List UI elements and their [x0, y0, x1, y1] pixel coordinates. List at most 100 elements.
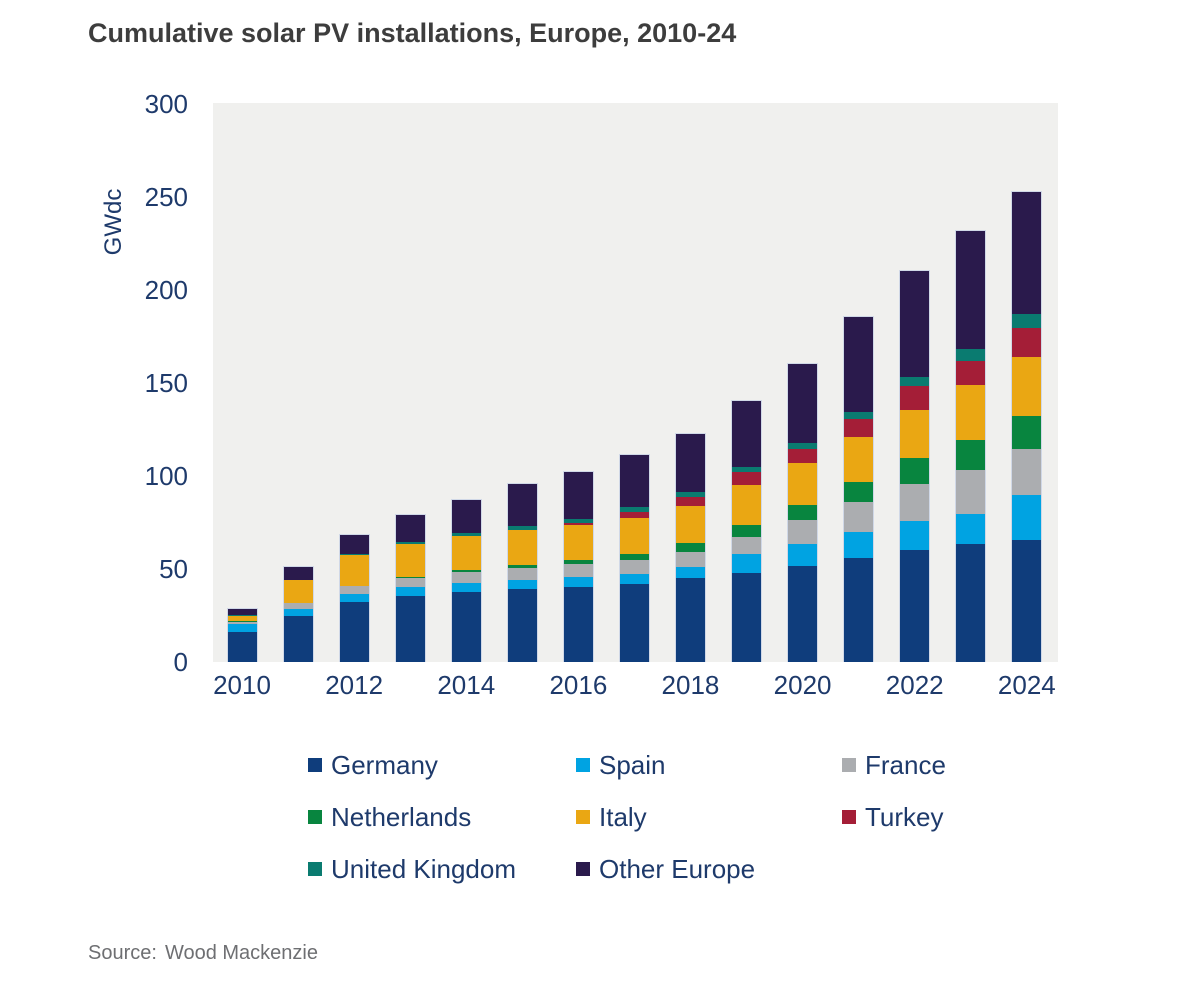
legend-label: Turkey	[865, 801, 944, 832]
legend-label: France	[865, 749, 946, 780]
bar-segment-other-europe	[451, 500, 481, 533]
bar-segment-france	[1012, 448, 1042, 495]
bar-segment-other-europe	[227, 609, 257, 616]
bar-segment-netherlands	[619, 554, 649, 560]
bar-segment-spain	[563, 577, 593, 587]
legend-item-turkey: Turkey	[842, 802, 944, 832]
bar-segment-italy	[563, 524, 593, 561]
y-tick-label: 250	[144, 182, 188, 212]
legend-swatch-netherlands	[308, 810, 322, 824]
bar-segment-spain	[395, 586, 425, 596]
bar-segment-netherlands	[563, 560, 593, 565]
x-tick-label: 2024	[997, 670, 1056, 700]
bar-segment-germany	[227, 631, 257, 662]
bar-segment-turkey	[732, 472, 762, 486]
bar-segment-turkey	[900, 386, 930, 410]
bar-segment-spain	[339, 593, 369, 603]
bar-segment-spain	[227, 624, 257, 632]
bar-2013	[394, 513, 426, 662]
bar-segment-france	[732, 536, 762, 555]
bar-segment-other-europe	[283, 567, 313, 580]
bar-segment-other-europe	[563, 471, 593, 519]
bar-segment-turkey	[507, 529, 537, 531]
x-tick-label: 2016	[549, 670, 608, 700]
bar-2024	[1011, 191, 1043, 662]
bar-segment-france	[900, 484, 930, 521]
bar-segment-united-kingdom	[956, 348, 986, 361]
bar-segment-italy	[507, 530, 537, 566]
bar-segment-other-europe	[395, 514, 425, 542]
bar-segment-netherlands	[844, 481, 874, 502]
bar-segment-other-europe	[732, 400, 762, 468]
bar-segment-turkey	[563, 522, 593, 525]
y-tick-label: 300	[144, 89, 188, 119]
bar-segment-france	[844, 501, 874, 532]
legend-label: Italy	[599, 801, 647, 832]
bar-segment-turkey	[1012, 327, 1042, 357]
bar-segment-netherlands	[900, 458, 930, 485]
bar-segment-turkey	[619, 511, 649, 518]
bar-2018	[674, 433, 706, 662]
bar-segment-germany	[675, 578, 705, 662]
bar-segment-spain	[956, 513, 986, 545]
legend-item-other-europe: Other Europe	[576, 854, 755, 884]
bar-segment-germany	[395, 595, 425, 662]
bar-segment-germany	[844, 558, 874, 662]
bar-segment-italy	[395, 544, 425, 577]
legend-swatch-italy	[576, 810, 590, 824]
x-tick-label: 2014	[437, 670, 496, 700]
x-tick-label: 2020	[773, 670, 832, 700]
bar-segment-netherlands	[1012, 416, 1042, 449]
bar-segment-other-europe	[339, 534, 369, 554]
bar-segment-spain	[1012, 494, 1042, 540]
bar-segment-spain	[675, 567, 705, 579]
bar-segment-united-kingdom	[732, 467, 762, 473]
bar-segment-netherlands	[732, 524, 762, 537]
x-tick-label: 2018	[661, 670, 720, 700]
bar-segment-netherlands	[788, 505, 818, 520]
bar-segment-germany	[732, 573, 762, 662]
bar-segment-turkey	[788, 448, 818, 464]
bar-segment-united-kingdom	[507, 526, 537, 530]
bar-segment-germany	[339, 602, 369, 662]
bar-2011	[282, 566, 314, 662]
bar-segment-france	[956, 469, 986, 514]
bar-segment-italy	[283, 580, 313, 604]
bar-segment-italy	[675, 506, 705, 544]
bar-segment-netherlands	[956, 439, 986, 470]
bar-segment-netherlands	[339, 585, 369, 587]
bar-segment-turkey	[451, 535, 481, 537]
bar-segment-united-kingdom	[619, 507, 649, 512]
bar-segment-united-kingdom	[788, 443, 818, 449]
bar-segment-other-europe	[788, 363, 818, 444]
bar-segment-france	[395, 578, 425, 587]
bar-segment-united-kingdom	[339, 553, 369, 556]
bar-segment-italy	[788, 463, 818, 506]
bar-segment-turkey	[956, 360, 986, 385]
legend-swatch-germany	[308, 758, 322, 772]
bar-segment-netherlands	[675, 543, 705, 552]
legend-swatch-united-kingdom	[308, 862, 322, 876]
bar-segment-italy	[732, 485, 762, 525]
legend-swatch-other-europe	[576, 862, 590, 876]
bar-segment-france	[788, 519, 818, 545]
bar-segment-france	[227, 621, 257, 624]
bar-2023	[955, 230, 987, 662]
legend-item-spain: Spain	[576, 750, 666, 780]
legend-item-germany: Germany	[308, 750, 438, 780]
source-line: Source: Wood Mackenzie	[88, 942, 318, 965]
bar-segment-germany	[1012, 539, 1042, 662]
y-tick-label: 200	[144, 275, 188, 305]
y-tick-label: 0	[173, 647, 188, 677]
legend-item-netherlands: Netherlands	[308, 802, 471, 832]
bar-segment-germany	[451, 591, 481, 662]
bar-segment-germany	[788, 565, 818, 662]
bar-segment-france	[339, 586, 369, 594]
bar-segment-netherlands	[451, 570, 481, 573]
bar-segment-france	[563, 564, 593, 578]
bar-2019	[731, 399, 763, 662]
bar-2022	[899, 269, 931, 662]
bar-segment-italy	[451, 536, 481, 571]
bar-segment-germany	[900, 550, 930, 662]
bar-segment-other-europe	[844, 317, 874, 412]
